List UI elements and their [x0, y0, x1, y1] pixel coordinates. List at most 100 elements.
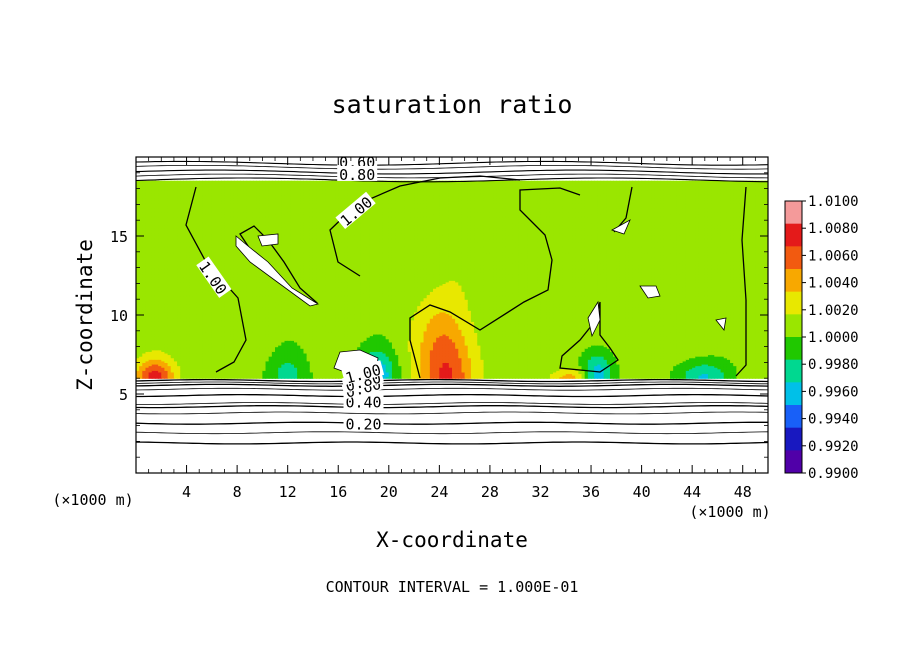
field-cell — [151, 243, 156, 247]
field-cell — [151, 319, 156, 322]
field-cell — [142, 343, 147, 346]
field-cell — [158, 363, 162, 367]
field-cell — [139, 302, 143, 305]
field-cell — [173, 330, 178, 333]
field-cell — [173, 242, 178, 245]
field-cell — [192, 205, 197, 209]
field-cell — [196, 357, 200, 360]
field-cell — [164, 307, 169, 310]
field-cell — [151, 259, 156, 262]
field-cell — [177, 191, 181, 194]
field-cell — [183, 343, 188, 346]
field-cell — [173, 363, 178, 367]
field-cell — [139, 262, 143, 266]
field-cell — [142, 237, 147, 240]
field-cell — [158, 303, 162, 307]
field-cell — [136, 305, 140, 308]
field-cell — [173, 194, 178, 198]
field-cell — [183, 308, 188, 311]
field-cell — [173, 251, 178, 254]
field-cell — [173, 191, 178, 194]
field-cell — [158, 205, 162, 209]
field-cell — [151, 362, 156, 365]
field-cell — [154, 305, 159, 308]
field-cell — [192, 251, 197, 254]
field-cell — [158, 292, 162, 296]
field-cell — [177, 201, 181, 204]
field-cell — [183, 348, 188, 351]
field-cell — [189, 324, 194, 327]
field-cell — [196, 326, 200, 329]
field-cell — [148, 247, 153, 250]
field-cell — [161, 193, 166, 196]
field-cell — [192, 310, 197, 313]
field-cell — [142, 262, 147, 266]
field-cell — [189, 194, 194, 198]
field-cell — [139, 191, 143, 194]
field-cell — [158, 256, 162, 259]
field-cell — [148, 250, 153, 253]
field-cell — [161, 340, 166, 343]
field-cell — [167, 349, 172, 352]
field-cell — [180, 370, 184, 373]
field-cell — [167, 329, 172, 332]
field-cell — [177, 250, 181, 253]
field-cell — [145, 212, 150, 215]
field-cell — [196, 256, 200, 259]
field-cell — [192, 254, 197, 258]
field-cell — [145, 367, 150, 370]
field-cell — [158, 248, 162, 251]
field-cell — [161, 357, 166, 360]
field-cell — [151, 341, 156, 345]
field-cell — [183, 254, 188, 258]
field-cell — [170, 245, 175, 248]
field-cell — [139, 300, 143, 303]
field-cell — [161, 272, 166, 275]
field-cell — [148, 291, 153, 294]
field-cell — [183, 313, 188, 316]
field-cell — [154, 228, 159, 231]
field-cell — [148, 296, 153, 299]
field-cell — [173, 234, 178, 237]
field-cell — [196, 356, 200, 359]
field-cell — [173, 237, 178, 240]
field-cell — [151, 237, 156, 240]
field-cell — [154, 250, 159, 253]
field-cell — [189, 330, 194, 333]
field-cell — [139, 349, 143, 352]
field-cell — [161, 302, 166, 305]
field-cell — [177, 205, 181, 209]
field-cell — [177, 220, 181, 223]
field-cell — [180, 302, 184, 305]
field-cell — [139, 284, 143, 288]
field-cell — [148, 232, 153, 236]
field-cell — [154, 273, 159, 277]
field-cell — [154, 212, 159, 215]
field-cell — [151, 373, 156, 376]
field-cell — [189, 231, 194, 234]
field-cell — [148, 327, 153, 330]
field-cell — [164, 242, 169, 245]
field-cell — [173, 370, 178, 373]
field-cell — [154, 207, 159, 210]
field-cell — [183, 289, 188, 292]
field-cell — [161, 294, 166, 297]
field-cell — [173, 292, 178, 296]
field-cell — [164, 324, 169, 327]
field-cell — [139, 315, 143, 318]
field-cell — [139, 371, 143, 375]
field-cell — [196, 300, 200, 303]
field-cell — [148, 362, 153, 365]
field-cell — [183, 303, 188, 307]
field-cell — [161, 329, 166, 332]
field-cell — [196, 341, 200, 345]
field-cell — [183, 266, 188, 269]
field-cell — [136, 292, 140, 296]
field-cell — [189, 272, 194, 275]
field-cell — [196, 299, 200, 302]
field-cell — [136, 373, 140, 376]
field-cell — [145, 345, 150, 348]
field-cell — [164, 348, 169, 351]
field-cell — [170, 370, 175, 373]
field-cell — [177, 330, 181, 333]
